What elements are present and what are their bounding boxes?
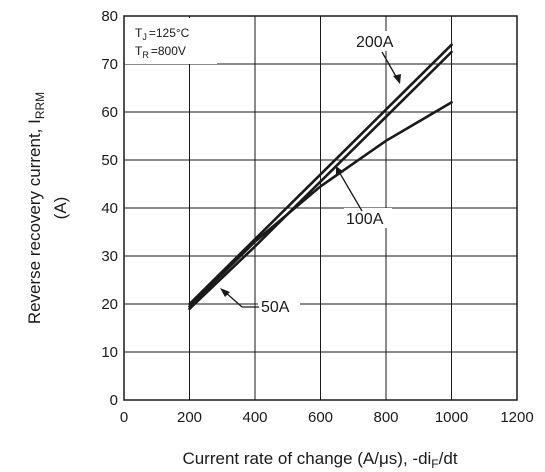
x-tick-label: 800 bbox=[373, 409, 398, 426]
plot-frame bbox=[123, 15, 518, 401]
x-tick-label: 0 bbox=[120, 409, 128, 426]
series-line-200a bbox=[188, 43, 453, 306]
arrow-head-100a bbox=[336, 166, 344, 175]
arrow-200a bbox=[381, 51, 399, 81]
x-tick-label: 200 bbox=[177, 409, 202, 426]
y-tick-label: 50 bbox=[101, 152, 118, 169]
x-tick-label: 1200 bbox=[500, 409, 533, 426]
y-tick-label: 0 bbox=[110, 392, 118, 409]
condition-tj: TJ =125°C bbox=[135, 26, 190, 42]
arrow-head-200a bbox=[393, 74, 401, 84]
y-tick-label: 10 bbox=[101, 344, 118, 361]
series-group bbox=[188, 43, 453, 311]
series-label-100a: 100A bbox=[346, 211, 384, 228]
y-tick-label: 20 bbox=[101, 296, 118, 313]
series-line-100a bbox=[188, 50, 453, 311]
tick-labels: 0 200 400 600 800 1000 1200 0 10 20 30 40 50 60 70 80 bbox=[101, 8, 533, 426]
arrow-100a bbox=[337, 169, 363, 212]
y-tick-label: 60 bbox=[101, 104, 118, 121]
label-bg-200a bbox=[352, 31, 400, 51]
label-bg-50a bbox=[258, 296, 300, 316]
series-label-200a: 200A bbox=[356, 34, 394, 51]
x-tick-label: 400 bbox=[242, 409, 267, 426]
x-tick-label: 600 bbox=[308, 409, 333, 426]
y-axis-label: Reverse recovery current, IRRM bbox=[25, 92, 47, 324]
arrow-head-50a bbox=[220, 288, 230, 297]
label-bg-100a bbox=[344, 208, 392, 228]
x-axis-label: Current rate of change (A/μs), -diF/dt bbox=[182, 449, 457, 471]
y-tick-label: 40 bbox=[101, 200, 118, 217]
y-tick-label: 80 bbox=[101, 8, 118, 25]
conditions-box bbox=[125, 18, 217, 64]
series-line-50a bbox=[188, 101, 453, 308]
condition-tr: TR =800V bbox=[135, 44, 186, 60]
y-axis-unit: (A) bbox=[51, 197, 70, 220]
y-tick-label: 70 bbox=[101, 56, 118, 73]
grid bbox=[124, 16, 517, 400]
x-tick-label: 1000 bbox=[435, 409, 468, 426]
series-label-50a: 50A bbox=[261, 299, 290, 316]
y-tick-label: 30 bbox=[101, 248, 118, 265]
